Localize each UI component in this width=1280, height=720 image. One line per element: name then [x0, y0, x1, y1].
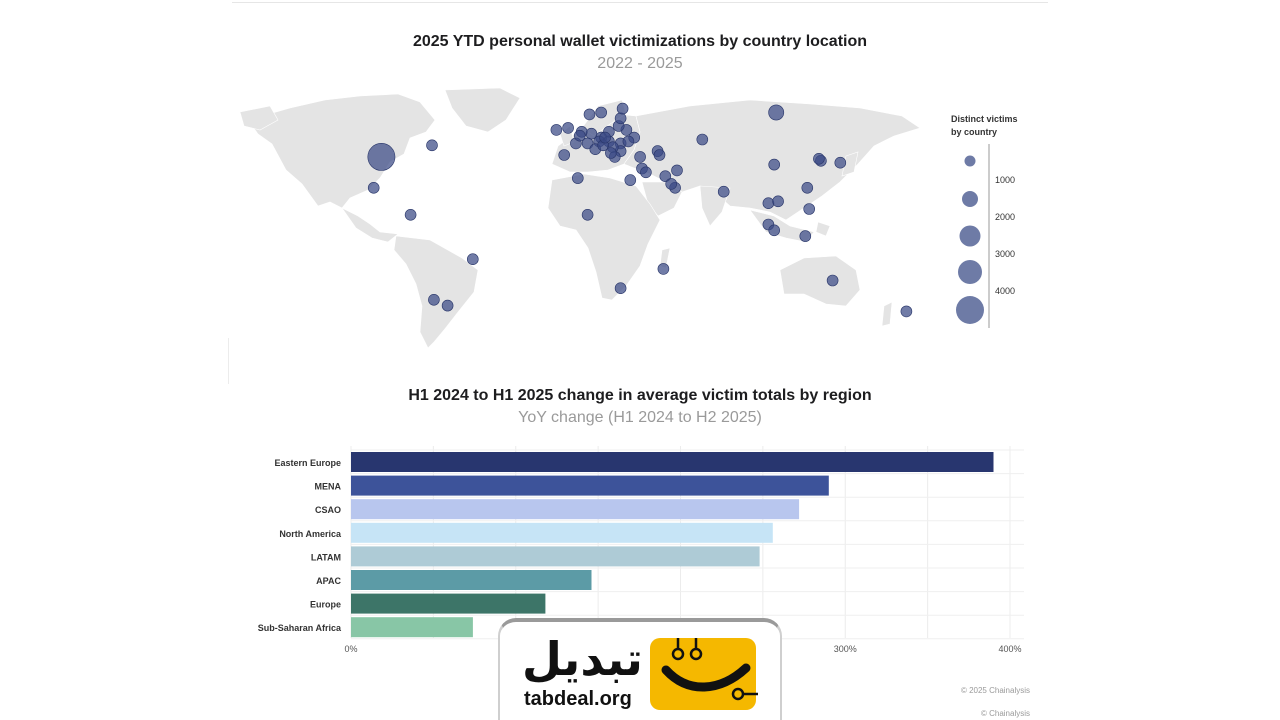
map-bubble-21 [900, 305, 913, 318]
map-bubble-27 [624, 174, 637, 186]
legend-bubble-2 [962, 191, 978, 207]
map-bubble-0 [367, 143, 396, 171]
map-bubble-40 [614, 112, 627, 125]
map-bubble-3 [404, 209, 417, 221]
bar-sub-saharan-africa [351, 617, 473, 638]
map-bubble-28 [571, 172, 584, 184]
legend-bubble-3 [959, 225, 981, 247]
chart-credit: © 2025 Chainalysis [960, 686, 1030, 695]
map-bubble-6 [441, 299, 454, 312]
map-bubble-20 [826, 274, 839, 287]
map-bubble-23 [659, 170, 672, 182]
chart-credit-secondary: © Chainalysis [980, 709, 1030, 718]
map-bubble-29 [581, 209, 594, 221]
legend-tick-label-2: 3000 [995, 249, 1015, 259]
map-bubble-24 [665, 178, 678, 190]
bar-x-tick-label-2: 400% [998, 644, 1021, 654]
legend-title-line-2: by country [951, 127, 997, 137]
map-bubble-51 [581, 137, 594, 150]
bar-category-label-0: Eastern Europe [274, 458, 341, 468]
legend-bubble-4 [958, 260, 982, 284]
map-bubble-42 [595, 106, 608, 119]
map-bubble-18 [768, 224, 781, 237]
map-bubble-15 [772, 195, 784, 208]
map-bubble-12 [717, 185, 730, 198]
map-bubble-34 [696, 133, 709, 146]
legend-tick-label-3: 4000 [995, 286, 1015, 296]
bar-category-label-2: CSAO [315, 505, 341, 515]
map-bubble-4 [467, 253, 479, 265]
bar-north-america [351, 522, 773, 543]
left-divider [228, 338, 229, 384]
bubble-size-legend: Distinct victims by country 1000 2000 3000… [951, 114, 1018, 328]
world-map [239, 87, 921, 349]
map-bubble-11 [813, 153, 825, 165]
map-chart-title: 2025 YTD personal wallet victimizations … [412, 33, 868, 50]
map-bubble-26 [634, 151, 646, 163]
bar-category-label-4: LATAM [311, 552, 341, 562]
map-bubble-45 [550, 124, 563, 136]
map-bubble-31 [657, 263, 670, 275]
bar-chart-subtitle: YoY change (H1 2024 to H2 2025) [518, 409, 762, 426]
legend-tick-label-1: 2000 [995, 212, 1015, 222]
map-bubble-13 [801, 182, 814, 194]
map-bubble-41 [616, 102, 629, 115]
map-bubble-7 [768, 104, 785, 121]
watermark-url: tabdeal.org [524, 688, 632, 710]
map-bubble-63 [599, 131, 611, 144]
bar-category-label-3: North America [279, 529, 342, 539]
map-bubble-25 [671, 164, 683, 177]
map-bubble-14 [762, 197, 775, 209]
bar-category-label-6: Europe [310, 600, 341, 610]
tabdeal-watermark: تبدیل tabdeal.org [498, 618, 782, 720]
map-bubble-57 [558, 149, 571, 161]
map-bubble-16 [803, 203, 816, 215]
bar-apac [351, 570, 592, 590]
map-bubble-43 [583, 108, 596, 121]
map-bubble-33 [640, 166, 652, 179]
map-bubble-60 [573, 129, 586, 142]
legend-bubble-1 [964, 155, 976, 167]
top-divider [232, 2, 1048, 3]
map-bubble-62 [622, 135, 635, 148]
bar-csao [351, 499, 800, 520]
bar-eastern-europe [351, 452, 994, 472]
map-bubble-30 [614, 282, 627, 294]
map-bubble-19 [799, 230, 812, 242]
legend-tick-label-0: 1000 [995, 175, 1015, 185]
map-bubble-9 [834, 156, 847, 169]
map-bubble-1 [426, 139, 438, 152]
map-bubble-5 [428, 294, 440, 306]
bar-mena [351, 475, 829, 496]
bar-category-label-1: MENA [315, 482, 342, 492]
bar-chart-title: H1 2024 to H1 2025 change in average vic… [408, 387, 872, 404]
bar-latam [351, 546, 760, 567]
bar-x-tick-label-1: 300% [834, 644, 857, 654]
bar-category-label-5: APAC [316, 576, 341, 586]
map-bubble-36 [653, 149, 666, 161]
bar-category-label-7: Sub-Saharan Africa [258, 623, 342, 633]
bar-x-tick-label-0: 0% [344, 644, 357, 654]
legend-bubble-5 [956, 296, 984, 324]
watermark-arabic-text: تبدیل [522, 632, 643, 686]
map-bubble-8 [768, 158, 781, 171]
bar-europe [351, 593, 546, 614]
map-bubble-2 [367, 182, 380, 194]
region-change-bar-chart: Eastern Europe MENA CSAO North America LATAM… [258, 446, 1024, 654]
map-bubble-44 [562, 122, 574, 134]
tabdeal-logo-icon [650, 638, 758, 710]
legend-title-line-1: Distinct victims [951, 114, 1018, 124]
map-chart-subtitle: 2022 - 2025 [597, 55, 683, 72]
map-bubble-64 [605, 147, 617, 159]
